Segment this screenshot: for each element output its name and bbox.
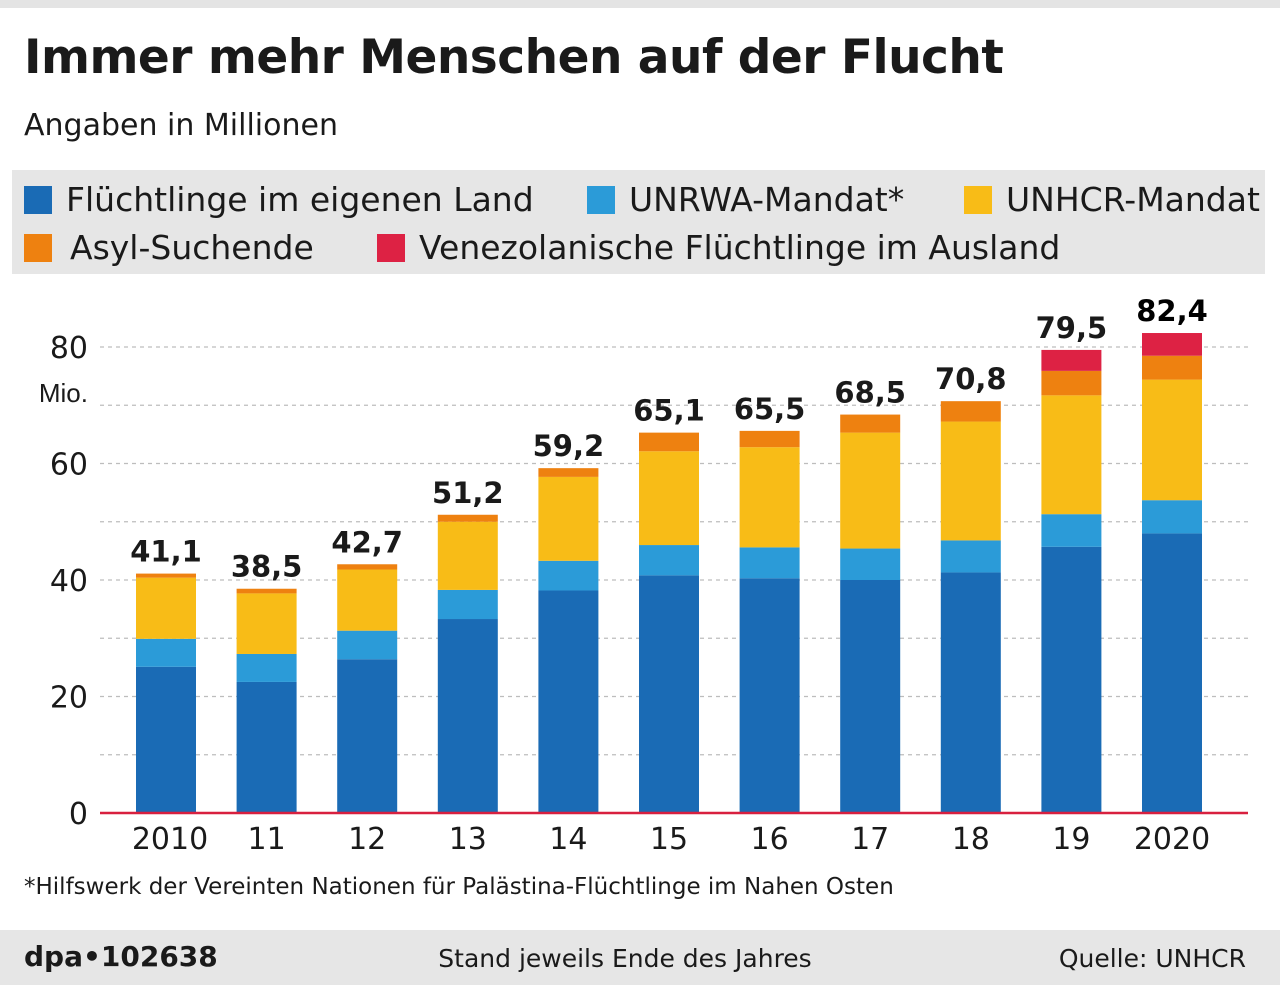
bar-segment	[337, 659, 398, 813]
bar-segment	[840, 580, 901, 813]
bar-segment	[739, 547, 800, 579]
legend-swatch	[24, 185, 52, 214]
bar-segment	[1041, 370, 1102, 396]
x-tick-label: 16	[751, 822, 789, 857]
legend: Flüchtlinge im eigenen Land UNRWA-Mandat…	[12, 170, 1265, 274]
y-tick-label: 40	[50, 564, 88, 599]
bar-segment	[236, 593, 297, 654]
bar-segment	[1041, 514, 1102, 547]
bar-segment	[236, 681, 297, 813]
chart-title: Immer mehr Menschen auf der Flucht	[24, 30, 1004, 85]
footnote: *Hilfswerk der Vereinten Nationen für Pa…	[24, 874, 894, 900]
bar-segment	[1142, 533, 1202, 813]
bar-segment	[1041, 546, 1102, 813]
bar-segment	[739, 578, 800, 813]
legend-swatch	[587, 185, 615, 214]
top-bar	[0, 0, 1280, 8]
bar-segment	[940, 540, 1001, 573]
chart-subtitle: Angaben in Millionen	[24, 108, 338, 143]
legend-label: Venezolanische Flüchtlinge im Ausland	[419, 228, 1061, 267]
legend-item-unrwa: UNRWA-Mandat*	[587, 180, 904, 219]
legend-label: UNHCR-Mandat	[1006, 180, 1260, 219]
x-tick-label: 19	[1052, 822, 1090, 857]
bar-segment	[437, 589, 498, 620]
bar-segment	[940, 401, 1001, 422]
bar-segment	[337, 564, 398, 570]
legend-swatch	[377, 233, 405, 262]
bar-segment	[1142, 333, 1202, 356]
footer-bar	[0, 930, 1280, 985]
bar-segment	[739, 430, 800, 448]
bar-segment	[538, 476, 599, 561]
legend-label: Asyl-Suchende	[70, 228, 314, 267]
x-tick-label: 13	[449, 822, 487, 857]
bar-segment	[437, 521, 498, 590]
x-tick-label: 17	[851, 822, 889, 857]
x-tick-label: 2020	[1134, 822, 1210, 857]
total-label: 42,7	[331, 525, 403, 559]
bar-segment	[840, 432, 901, 549]
total-label: 59,2	[533, 429, 605, 463]
legend-item-unhcr: UNHCR-Mandat	[964, 180, 1260, 219]
x-tick-label: 14	[549, 822, 587, 857]
total-label: 41,1	[130, 535, 202, 569]
bar-segment	[136, 573, 196, 578]
total-label: 65,5	[734, 392, 806, 426]
bar-segment	[538, 468, 599, 477]
bar-segment	[840, 548, 901, 580]
legend-item-venezuela: Venezolanische Flüchtlinge im Ausland	[377, 228, 1060, 267]
source: Quelle: UNHCR	[1058, 944, 1246, 973]
chart-plot: 0 20 40 60 80 Mio. 41,1 2010 38,5 11 42,7 12 51,2 13 5…	[39, 294, 1248, 857]
bar-segment	[538, 560, 599, 591]
total-label: 82,4	[1136, 294, 1208, 328]
x-tick-label: 18	[952, 822, 990, 857]
bar-segment	[940, 572, 1001, 813]
legend-label: Flüchtlinge im eigenen Land	[66, 180, 534, 219]
legend-label: UNRWA-Mandat*	[629, 180, 905, 219]
x-tick-label: 12	[348, 822, 386, 857]
bar-segment	[639, 432, 699, 452]
total-label: 68,5	[834, 376, 906, 410]
bar-segment	[1142, 355, 1202, 380]
bar-segment	[136, 666, 196, 813]
graphic-id: dpa•102638	[24, 940, 218, 973]
bar-segment	[437, 619, 498, 813]
bar-segment	[840, 414, 901, 433]
y-tick-label: 0	[69, 797, 88, 832]
bar-segment	[236, 588, 297, 594]
bar-segment	[136, 638, 196, 667]
legend-swatch	[24, 233, 52, 262]
total-label: 65,1	[633, 394, 705, 428]
total-label: 38,5	[231, 550, 303, 584]
y-tick-label: 80	[50, 331, 88, 366]
legend-item-idp: Flüchtlinge im eigenen Land	[24, 180, 534, 219]
bar-segment	[236, 653, 297, 682]
x-tick-label: 15	[650, 822, 688, 857]
bar-segment	[437, 514, 498, 522]
total-label: 70,8	[935, 362, 1007, 396]
total-label: 51,2	[432, 476, 504, 510]
bar-segment	[1041, 349, 1102, 371]
y-tick-label: 20	[50, 681, 88, 716]
y-tick-label: 60	[50, 448, 88, 483]
bar-segment	[1041, 395, 1102, 515]
bar-segment	[639, 575, 699, 813]
bar-segment	[1142, 500, 1202, 534]
total-label: 79,5	[1036, 311, 1108, 345]
bar-segment	[940, 421, 1001, 541]
bar-segment	[538, 590, 599, 813]
bar-segment	[639, 545, 699, 576]
bar-segment	[337, 569, 398, 631]
legend-swatch	[964, 185, 992, 214]
x-tick-label: 2010	[132, 822, 208, 857]
y-unit-label: Mio.	[39, 378, 88, 408]
bar-segment	[739, 447, 800, 548]
bar-segment	[136, 577, 196, 639]
date-note: Stand jeweils Ende des Jahres	[438, 944, 812, 973]
bar-segment	[1142, 379, 1202, 501]
bar-segment	[639, 451, 699, 546]
x-tick-label: 11	[248, 822, 286, 857]
bar-segment	[337, 630, 398, 660]
legend-item-asylum: Asyl-Suchende	[24, 228, 314, 267]
